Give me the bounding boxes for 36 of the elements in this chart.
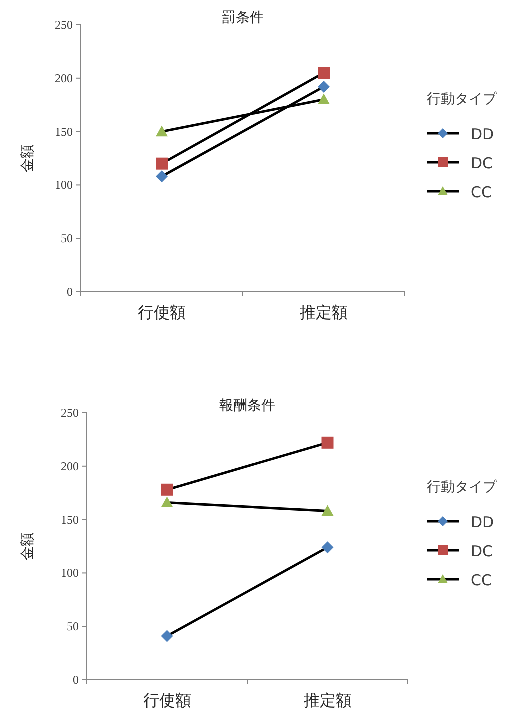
legend-label: DD <box>471 514 494 532</box>
legend-title: 行動タイプ <box>427 92 498 108</box>
point <box>322 542 334 554</box>
y-tick-label: 150 <box>55 124 73 139</box>
y-tick-label: 100 <box>61 566 79 580</box>
y-tick-label: 0 <box>67 285 73 299</box>
x-tick-label: 行使額 <box>138 303 186 322</box>
y-tick-label: 200 <box>61 459 79 474</box>
x-tick-label: 推定額 <box>304 691 352 710</box>
y-tick-label: 100 <box>55 178 73 192</box>
legend-label: CC <box>471 572 492 590</box>
point <box>161 484 174 496</box>
legend-label: CC <box>471 184 492 202</box>
y-axis-title: 金額 <box>20 144 36 172</box>
y-tick-label: 250 <box>61 406 79 420</box>
legend-label: DC <box>471 542 494 560</box>
y-tick-label: 150 <box>61 512 79 527</box>
y-tick-label: 200 <box>55 71 73 86</box>
point <box>318 67 330 80</box>
chart-title: 罰条件 <box>222 10 264 26</box>
y-tick-label: 250 <box>55 18 73 32</box>
point <box>161 630 174 642</box>
y-axis-title: 金額 <box>20 532 36 560</box>
point <box>156 170 168 183</box>
legend-label: DC <box>471 154 494 172</box>
chart-title: 報酬条件 <box>220 398 276 414</box>
x-tick-label: 推定額 <box>300 303 348 322</box>
y-tick-label: 50 <box>67 620 79 634</box>
point <box>156 158 168 170</box>
y-tick-label: 50 <box>61 232 73 246</box>
y-tick-label: 0 <box>73 673 79 687</box>
legend-label: DD <box>471 126 494 144</box>
point <box>322 436 334 449</box>
legend-title: 行動タイプ <box>427 480 498 496</box>
point <box>318 80 330 93</box>
x-tick-label: 行使額 <box>143 691 192 710</box>
